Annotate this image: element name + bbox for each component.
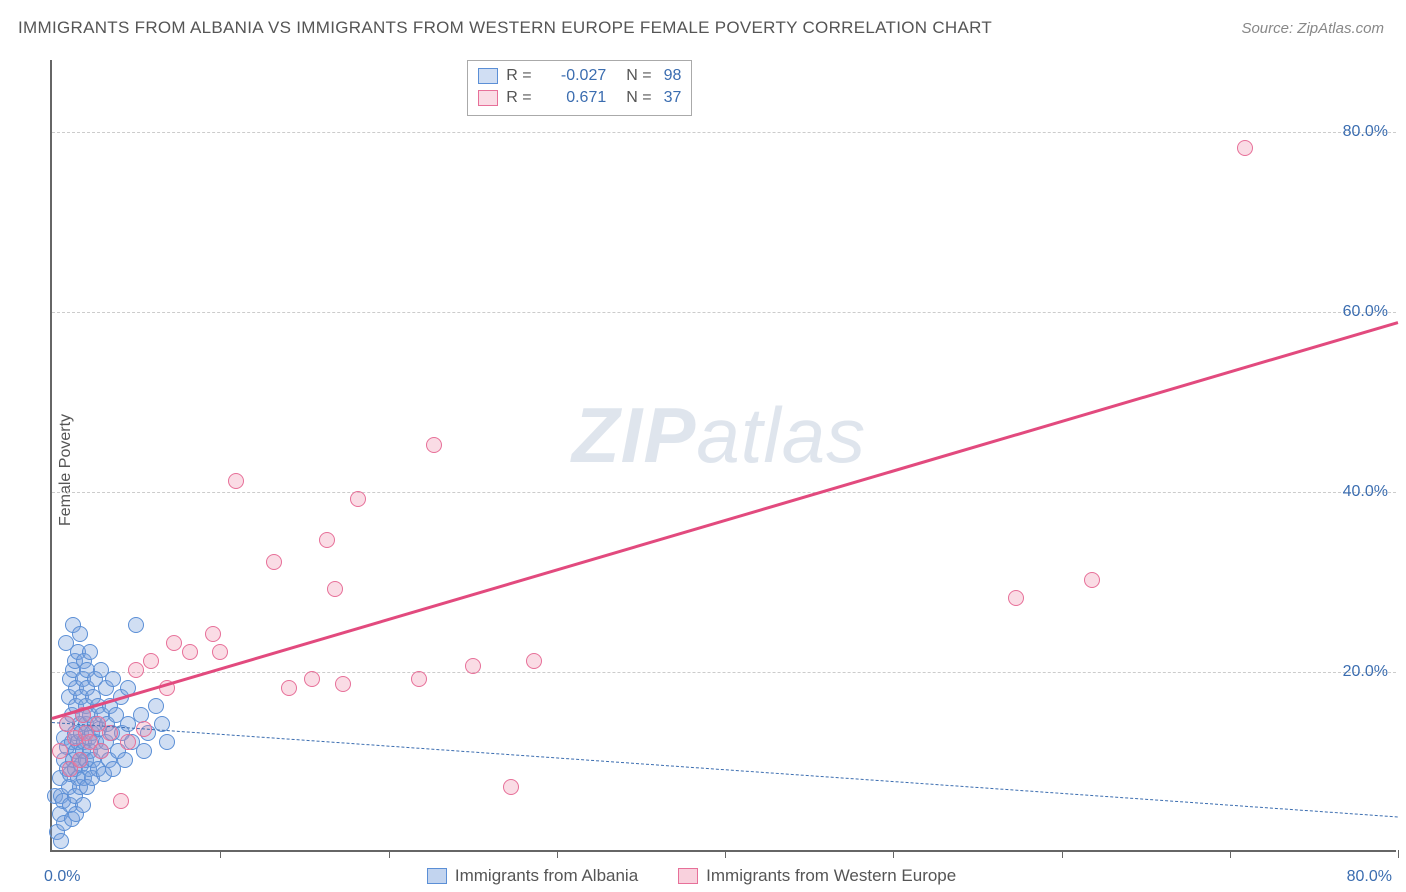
scatter-point [120,734,136,750]
scatter-point [93,743,109,759]
y-tick-label: 60.0% [1343,303,1388,321]
trend-line [52,722,1398,817]
x-tick-mark [557,850,558,858]
scatter-point [166,635,182,651]
gridline-horizontal [52,312,1396,313]
scatter-point [105,671,121,687]
scatter-point [143,653,159,669]
n-label: N = [626,67,651,85]
scatter-point [72,752,88,768]
legend-label: Immigrants from Western Europe [706,866,956,886]
legend-label: Immigrants from Albania [455,866,638,886]
scatter-point [319,532,335,548]
x-tick-mark [725,850,726,858]
r-label: R = [506,67,540,85]
scatter-point [266,554,282,570]
scatter-point [503,779,519,795]
legend-swatch [427,868,447,884]
x-tick-mark [1230,850,1231,858]
scatter-point [327,581,343,597]
correlation-legend: R = -0.027 N = 98 R = 0.671 N = 37 [467,60,692,116]
scatter-point [212,644,228,660]
legend-swatch [478,90,498,106]
plot-area: ZIPatlas 20.0% 40.0% 60.0% 80.0% [50,60,1396,852]
gridline-horizontal [52,492,1396,493]
scatter-point [350,491,366,507]
r-value: -0.027 [548,67,606,85]
x-tick-mark [389,850,390,858]
scatter-point [128,662,144,678]
scatter-point [182,644,198,660]
scatter-point [526,653,542,669]
r-value: 0.671 [548,89,606,107]
scatter-point [159,734,175,750]
trend-line [52,321,1399,720]
chart-container: Female Poverty ZIPatlas 20.0%40.0%60.0%8… [0,48,1406,892]
x-tick-mark [1398,850,1399,858]
scatter-point [465,658,481,674]
y-tick-label: 80.0% [1343,123,1388,141]
scatter-point [281,680,297,696]
x-tick-mark [893,850,894,858]
scatter-point [205,626,221,642]
x-tick-mark [1062,850,1063,858]
y-tick-label: 40.0% [1343,483,1388,501]
scatter-point [426,437,442,453]
scatter-point [1008,590,1024,606]
scatter-point [1237,140,1253,156]
scatter-point [72,626,88,642]
gridline-horizontal [52,132,1396,133]
n-value: 98 [664,67,682,85]
scatter-point [113,793,129,809]
scatter-point [128,617,144,633]
scatter-point [82,644,98,660]
legend-swatch [678,868,698,884]
legend-swatch [478,68,498,84]
scatter-point [335,676,351,692]
series-legend: Immigrants from Albania Immigrants from W… [427,866,986,886]
x-tick-mark [220,850,221,858]
scatter-point [304,671,320,687]
scatter-point [75,797,91,813]
watermark: ZIPatlas [572,390,866,481]
n-value: 37 [664,89,682,107]
r-label: R = [506,89,540,107]
y-tick-label: 20.0% [1343,663,1388,681]
chart-title: IMMIGRANTS FROM ALBANIA VS IMMIGRANTS FR… [18,18,992,38]
scatter-point [228,473,244,489]
x-tick-min: 0.0% [44,868,80,886]
scatter-point [136,743,152,759]
scatter-point [148,698,164,714]
source-attribution: Source: ZipAtlas.com [1241,20,1384,37]
x-tick-max: 80.0% [1347,868,1392,886]
gridline-horizontal [52,672,1396,673]
scatter-point [1084,572,1100,588]
scatter-point [411,671,427,687]
scatter-point [53,833,69,849]
scatter-point [52,743,68,759]
n-label: N = [626,89,651,107]
scatter-point [117,752,133,768]
